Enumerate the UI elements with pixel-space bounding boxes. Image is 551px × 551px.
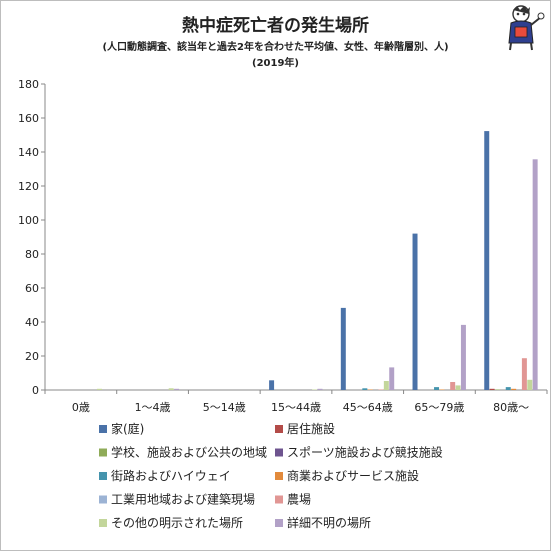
bar xyxy=(317,388,323,390)
legend-label: 農場 xyxy=(287,493,311,507)
bar xyxy=(434,387,440,390)
legend-label: 街路およびハイウェイ xyxy=(111,468,231,483)
y-tick-label: 180 xyxy=(18,78,39,91)
y-tick-label: 140 xyxy=(18,146,39,159)
bar xyxy=(174,388,180,390)
chart-subtitle: (人口動態調査、該当年と過去2年を合わせた平均値、女性、年齢階層別、人) xyxy=(102,42,449,53)
bar xyxy=(439,389,445,390)
legend-swatch xyxy=(275,448,283,457)
legend-label: スポーツ施設および競技施設 xyxy=(287,445,443,460)
legend-label: 家(庭) xyxy=(111,421,144,436)
bar xyxy=(505,387,511,390)
legend-swatch xyxy=(275,472,283,480)
legend-swatch xyxy=(99,519,107,527)
x-tick-label: 0歳 xyxy=(72,401,90,414)
legend-label: 学校、施設および公共の地域 xyxy=(111,445,267,460)
x-tick-label: 1～4歳 xyxy=(135,401,171,414)
x-tick-label: 15～44歳 xyxy=(271,401,321,414)
legend-swatch xyxy=(275,425,283,433)
bar xyxy=(362,388,368,390)
legend-swatch xyxy=(99,425,107,433)
bar xyxy=(484,131,490,390)
bar xyxy=(455,385,461,390)
legend-label: 詳細不明の場所 xyxy=(287,515,371,530)
y-tick-label: 80 xyxy=(25,248,39,261)
bar xyxy=(489,388,495,390)
chart-year-label: (2019年) xyxy=(252,58,299,69)
bar xyxy=(269,380,275,390)
x-tick-label: 45～64歳 xyxy=(343,401,393,414)
legend-label: その他の明示された場所 xyxy=(111,516,243,530)
legend-label: 商業およびサービス施設 xyxy=(287,468,419,483)
x-tick-label: 5～14歳 xyxy=(203,401,246,414)
bar xyxy=(460,324,466,390)
y-tick-label: 60 xyxy=(25,282,39,295)
chart-title: 熱中症死亡者の発生場所 xyxy=(182,16,369,36)
y-tick-label: 40 xyxy=(25,316,39,329)
x-tick-label: 65～79歳 xyxy=(414,401,464,414)
y-tick-label: 20 xyxy=(25,350,39,363)
bar xyxy=(96,388,102,390)
bar xyxy=(378,389,384,390)
bar xyxy=(511,388,517,390)
bar xyxy=(412,233,418,390)
bar xyxy=(168,388,174,390)
y-tick-label: 160 xyxy=(18,112,39,125)
x-tick-label: 80歳～ xyxy=(493,401,529,414)
y-tick-label: 120 xyxy=(18,180,39,193)
legend-label: 居住施設 xyxy=(287,421,335,436)
bar xyxy=(340,307,346,390)
legend-swatch xyxy=(99,448,107,457)
legend-swatch xyxy=(99,472,107,480)
bar xyxy=(389,367,395,390)
legend-label: 工業用地域および建築現場 xyxy=(111,492,255,507)
bar xyxy=(527,379,533,390)
bar xyxy=(450,382,456,390)
mascot-logo xyxy=(508,5,545,51)
bar xyxy=(312,389,318,390)
y-tick-label: 100 xyxy=(18,214,39,227)
bar xyxy=(383,380,389,390)
bar xyxy=(367,389,373,390)
legend-swatch xyxy=(275,519,283,527)
bar xyxy=(532,159,538,390)
y-tick-label: 0 xyxy=(32,384,39,397)
bar xyxy=(521,358,527,390)
bar xyxy=(495,389,500,390)
legend-swatch xyxy=(275,495,283,504)
legend-swatch xyxy=(99,495,107,504)
